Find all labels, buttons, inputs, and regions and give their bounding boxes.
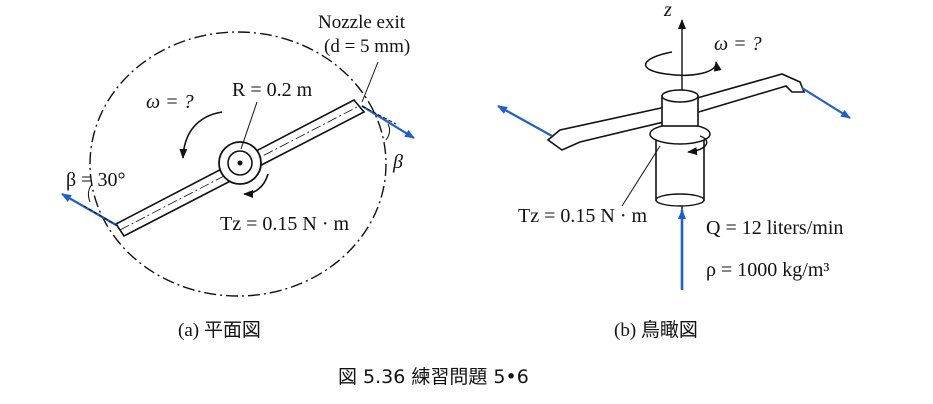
figure-caption: 図 5.36 練習問題 5•6 xyxy=(338,366,529,388)
flow-rate-label: Q = 12 liters/min xyxy=(706,217,843,239)
caption-bird-view: (b) 鳥瞰図 xyxy=(614,319,698,341)
omega-label: ω = ? xyxy=(146,91,194,113)
nozzle-label-line2: (d = 5 mm) xyxy=(324,36,410,57)
beta-left-label: β = 30° xyxy=(66,169,125,191)
rotation-circle xyxy=(89,31,387,297)
right-jet-arrow xyxy=(361,105,415,139)
plan-view: Nozzle exit (d = 5 mm) ω = ? R = 0.2 m β… xyxy=(61,12,415,341)
nozzle-label-line1: Nozzle exit xyxy=(318,12,406,33)
nozzle-leader xyxy=(361,61,379,103)
omega-label-3d: ω = ? xyxy=(714,33,762,55)
omega-rotation-arrow xyxy=(179,111,223,159)
torque-arrow xyxy=(243,173,269,198)
left-jet-ref-line xyxy=(83,205,119,227)
right-jet-arrow-3d xyxy=(801,87,851,119)
arm-right xyxy=(689,73,806,116)
torque-leader-3d xyxy=(621,145,661,207)
torque-label-3d: Tz = 0.15 N · m xyxy=(518,205,647,227)
arm-left xyxy=(546,105,673,151)
right-beta-arc xyxy=(385,123,391,141)
radius-leader xyxy=(240,101,258,150)
torque-label: Tz = 0.15 N · m xyxy=(220,213,349,235)
density-label: ρ = 1000 kg/m³ xyxy=(706,259,829,281)
radius-label: R = 0.2 m xyxy=(232,79,313,101)
left-beta-arc xyxy=(87,183,93,203)
supply-cylinder-bottom xyxy=(655,193,705,207)
caption-plan-view: (a) 平面図 xyxy=(178,320,261,341)
hub-top xyxy=(661,89,699,103)
left-jet-arrow-3d xyxy=(497,105,553,137)
torque-arrow-3d xyxy=(687,135,708,156)
hub-center xyxy=(237,160,243,166)
omega-rotation-arrow-3d xyxy=(644,51,722,76)
beta-right-label: β xyxy=(392,151,403,173)
z-axis-label: z xyxy=(663,0,672,21)
collar-ring xyxy=(649,123,711,145)
bird-view: z ω = ? Tz = 0.15 N · m Q = 12 liters/mi… xyxy=(497,0,851,341)
right-jet-ref-line xyxy=(361,105,397,125)
